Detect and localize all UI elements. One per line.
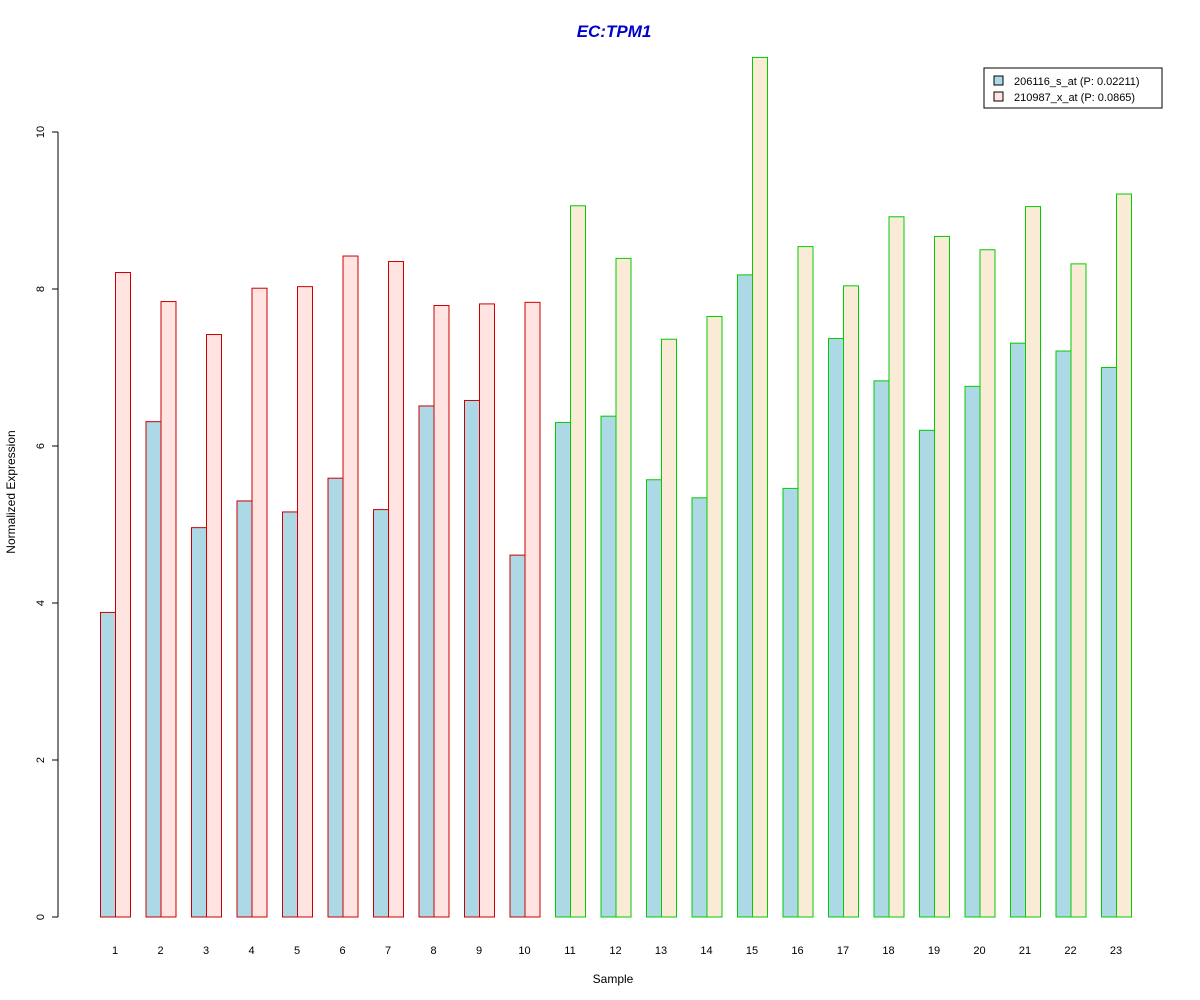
y-axis-label: Normalized Expression: [4, 430, 18, 553]
bar-series-2-sample-2: [160, 301, 177, 918]
bar-series-2-sample-16: [797, 246, 814, 918]
legend-label-series-1: 206116_s_at (P: 0.02211): [1014, 76, 1140, 88]
bar-series-2-sample-15: [752, 56, 768, 918]
bars-group: [100, 56, 1132, 918]
bar-series-2-sample-4: [251, 287, 268, 918]
bar-series-2-sample-13: [661, 338, 677, 918]
x-tick-label: 12: [609, 945, 621, 957]
bar-series-1-sample-15: [737, 274, 753, 918]
bar-series-1-sample-18: [873, 380, 890, 918]
bar-series-1-sample-8: [418, 405, 435, 918]
x-tick-label: 1: [112, 945, 118, 957]
bar-series-1-sample-5: [282, 511, 298, 918]
legend: 206116_s_at (P: 0.02211) 210987_x_at (P:…: [983, 67, 1163, 109]
x-tick-label: 14: [700, 945, 712, 957]
bar-series-2-sample-9: [479, 303, 495, 918]
x-tick-label: 15: [746, 945, 758, 957]
bar-series-2-sample-22: [1070, 263, 1087, 918]
bar-series-2-sample-8: [433, 304, 450, 918]
y-tick-label: 2: [35, 757, 47, 763]
bar-series-1-sample-4: [236, 500, 253, 918]
bar-series-1-sample-17: [828, 337, 844, 918]
bar-series-1-sample-19: [919, 429, 935, 918]
bar-series-1-sample-11: [555, 421, 571, 918]
x-tick-label: 9: [476, 945, 482, 957]
y-tick-label: 6: [35, 443, 47, 449]
bar-series-2-sample-14: [706, 315, 723, 918]
y-axis: 0 2 4 6 8 10: [35, 126, 59, 920]
x-tick-label: 3: [203, 945, 209, 957]
x-tick-label: 8: [430, 945, 436, 957]
bar-series-1-sample-10: [509, 554, 526, 918]
bar-series-1-sample-20: [964, 385, 981, 918]
x-tick-label: 17: [837, 945, 849, 957]
bar-series-1-sample-1: [100, 611, 116, 918]
bar-series-2-sample-21: [1025, 206, 1041, 918]
chart-title: EC:TPM1: [577, 22, 652, 41]
x-tick-label: 20: [973, 945, 985, 957]
y-tick-label: 8: [35, 286, 47, 292]
bar-series-2-sample-5: [297, 286, 313, 918]
y-tick-label: 10: [35, 126, 47, 138]
x-tick-label: 10: [518, 945, 530, 957]
bar-series-2-sample-23: [1116, 193, 1132, 918]
bar-series-2-sample-10: [524, 301, 541, 918]
x-tick-label: 21: [1019, 945, 1031, 957]
y-tick-label: 4: [35, 600, 47, 606]
legend-swatch-series-1: [993, 75, 1004, 86]
x-tick-label: 18: [882, 945, 894, 957]
bar-series-2-sample-11: [570, 205, 586, 918]
legend-swatch-series-2: [993, 91, 1004, 102]
bar-series-2-sample-19: [934, 235, 950, 918]
bar-series-1-sample-6: [327, 477, 344, 918]
bar-series-1-sample-21: [1010, 342, 1026, 918]
x-tick-label: 23: [1110, 945, 1122, 957]
bar-series-2-sample-17: [843, 285, 859, 918]
bar-series-2-sample-12: [615, 257, 632, 918]
bar-series-1-sample-13: [646, 479, 662, 918]
bar-series-2-sample-7: [388, 261, 404, 918]
x-tick-label: 7: [385, 945, 391, 957]
legend-label-series-2: 210987_x_at (P: 0.0865): [1014, 92, 1135, 104]
x-tick-label: 16: [791, 945, 803, 957]
bar-series-1-sample-23: [1101, 367, 1117, 918]
y-tick-label: 0: [35, 914, 47, 920]
bar-series-1-sample-14: [691, 497, 708, 918]
bar-series-1-sample-16: [782, 487, 799, 918]
bar-series-2-sample-3: [206, 334, 222, 918]
bar-series-1-sample-2: [145, 421, 162, 918]
x-tick-label: 4: [248, 945, 254, 957]
x-axis-label: Sample: [593, 972, 634, 986]
bar-series-1-sample-9: [464, 399, 480, 918]
bar-series-1-sample-12: [600, 415, 617, 918]
bar-series-2-sample-20: [979, 249, 996, 918]
x-tick-label: 19: [928, 945, 940, 957]
bar-series-2-sample-1: [115, 272, 131, 918]
x-tick-label: 22: [1064, 945, 1076, 957]
x-tick-label: 2: [157, 945, 163, 957]
x-tick-label: 11: [564, 945, 575, 957]
x-tick-label: 13: [655, 945, 667, 957]
bar-series-2-sample-18: [888, 216, 905, 918]
bar-series-2-sample-6: [342, 255, 359, 918]
legend-box: [983, 67, 1163, 109]
bar-series-1-sample-7: [373, 509, 389, 918]
x-tick-label: 5: [294, 945, 300, 957]
x-axis-tick-labels: 1 2 3 4 5 6 7 8 9 10 11 12 13 14 15 16 17 18 19 20 21 22 23: [112, 945, 1122, 957]
bar-series-1-sample-3: [191, 527, 207, 918]
x-tick-label: 6: [339, 945, 345, 957]
bar-series-1-sample-22: [1055, 350, 1072, 918]
